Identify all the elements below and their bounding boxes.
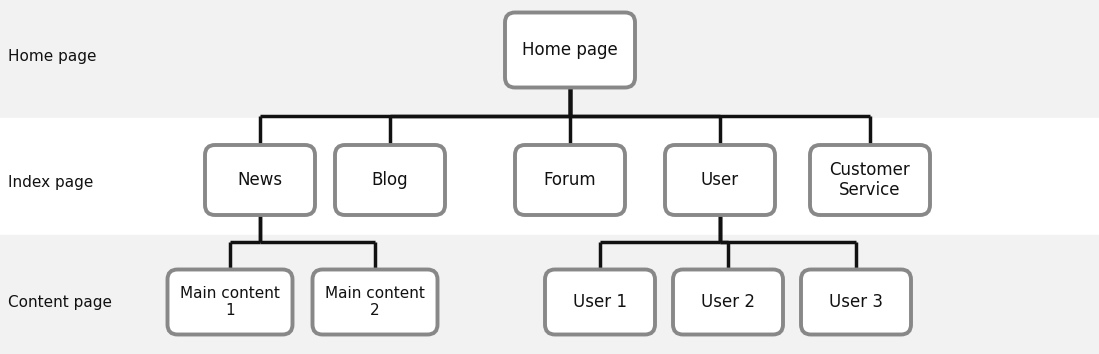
FancyBboxPatch shape (545, 269, 655, 335)
Text: Home page: Home page (522, 41, 618, 59)
Text: Home page: Home page (8, 50, 97, 64)
Bar (0, 0, 1099, 118)
FancyBboxPatch shape (515, 145, 625, 215)
Text: Main content
2: Main content 2 (325, 286, 425, 318)
FancyBboxPatch shape (335, 145, 445, 215)
Text: User: User (701, 171, 739, 189)
Text: Content page: Content page (8, 296, 112, 310)
Text: Blog: Blog (371, 171, 409, 189)
Text: User 2: User 2 (701, 293, 755, 311)
Text: Forum: Forum (544, 171, 597, 189)
Bar (0, 118, 1099, 235)
FancyBboxPatch shape (801, 269, 911, 335)
FancyBboxPatch shape (665, 145, 775, 215)
FancyBboxPatch shape (506, 12, 635, 87)
FancyBboxPatch shape (673, 269, 782, 335)
Text: User 1: User 1 (573, 293, 628, 311)
FancyBboxPatch shape (312, 269, 437, 335)
Text: News: News (237, 171, 282, 189)
Text: Main content
1: Main content 1 (180, 286, 280, 318)
FancyBboxPatch shape (167, 269, 292, 335)
FancyBboxPatch shape (206, 145, 315, 215)
Text: Customer
Service: Customer Service (830, 161, 910, 199)
Text: User 3: User 3 (829, 293, 882, 311)
Text: Index page: Index page (8, 176, 93, 190)
FancyBboxPatch shape (810, 145, 930, 215)
Bar (0, 235, 1099, 354)
